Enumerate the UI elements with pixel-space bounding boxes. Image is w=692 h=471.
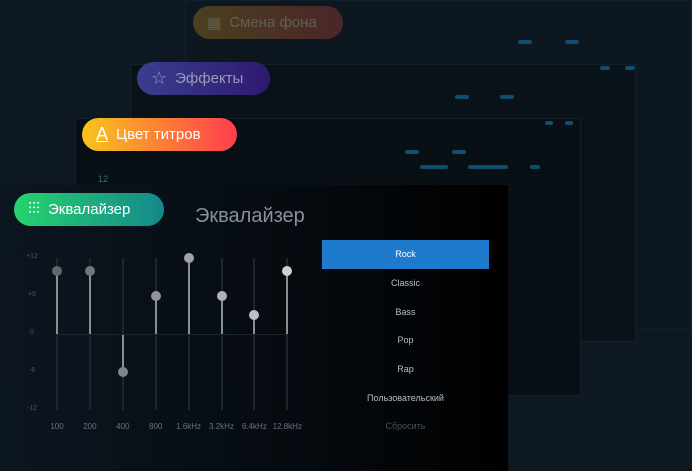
x-tick-label: 1.6kHz bbox=[176, 422, 202, 431]
timeline-mark bbox=[530, 165, 540, 169]
eq-band-knob[interactable] bbox=[150, 291, 161, 301]
change-background-label: Смена фона bbox=[229, 14, 317, 31]
preset-item[interactable]: Rap bbox=[397, 364, 414, 375]
text-color-icon: A bbox=[96, 124, 109, 144]
y-tick-label: 0 bbox=[30, 329, 34, 336]
equalizer-button[interactable]: ⫶⫶⫶ Эквалайзер bbox=[14, 193, 164, 226]
eq-band-level bbox=[154, 296, 157, 334]
x-tick-label: 6.4kHz bbox=[241, 422, 267, 431]
eq-band-level bbox=[121, 334, 124, 372]
x-tick-label: 100 bbox=[50, 422, 64, 431]
eq-band-track[interactable] bbox=[286, 258, 289, 410]
x-tick-label: 400 bbox=[116, 422, 130, 431]
eq-band-knob[interactable] bbox=[84, 265, 95, 276]
x-tick-label: 3.2kHz bbox=[209, 422, 234, 431]
eq-band-knob[interactable] bbox=[282, 265, 293, 276]
equalizer-sliders-icon: ⫶⫶⫶ bbox=[28, 200, 41, 218]
preset-list: Rock Classic Bass Pop Rap Пользовательский Сбр… bbox=[322, 240, 489, 441]
preset-item[interactable]: Bass bbox=[395, 306, 416, 317]
eq-band-level bbox=[88, 270, 91, 334]
eq-band-knob[interactable] bbox=[117, 367, 128, 377]
effects-label: Эффекты bbox=[175, 70, 244, 87]
timeline-mark bbox=[405, 150, 419, 154]
timeline-mark bbox=[455, 95, 469, 99]
y-tick-label: +6 bbox=[28, 291, 36, 298]
zero-line bbox=[57, 334, 287, 335]
eq-band-knob[interactable] bbox=[216, 291, 227, 301]
y-tick-label: -6 bbox=[28, 367, 36, 374]
x-tick-label: 800 bbox=[149, 422, 163, 431]
timeline-mark bbox=[420, 165, 448, 169]
timeline-mark bbox=[600, 66, 610, 70]
y-tick-label: -12 bbox=[26, 405, 38, 412]
timeline-mark bbox=[565, 40, 579, 44]
subtitle-color-button[interactable]: A Цвет титров bbox=[82, 118, 237, 151]
preset-item[interactable]: Classic bbox=[390, 278, 420, 289]
reset-button[interactable]: Сбросить bbox=[385, 421, 426, 432]
preset-item[interactable]: Pop bbox=[397, 335, 414, 346]
equalizer-title: Эквалайзер bbox=[195, 205, 305, 227]
preset-item[interactable]: Rock bbox=[322, 240, 489, 269]
x-tick-label: 12.8kHz bbox=[272, 422, 302, 431]
timeline-number: 12 bbox=[98, 174, 109, 184]
timeline-mark bbox=[565, 121, 573, 125]
timeline-mark bbox=[468, 165, 508, 169]
timeline-mark bbox=[452, 150, 466, 154]
eq-band-level bbox=[253, 315, 256, 334]
timeline-mark bbox=[518, 40, 532, 44]
preset-item[interactable]: Пользовательский bbox=[367, 392, 444, 403]
eq-band-level bbox=[286, 270, 289, 334]
eq-band-knob[interactable] bbox=[249, 310, 260, 320]
x-tick-label: 200 bbox=[83, 422, 97, 431]
timeline-mark bbox=[545, 121, 553, 125]
timeline-mark bbox=[625, 66, 635, 70]
equalizer-label: Эквалайзер bbox=[48, 201, 131, 218]
eq-band-knob[interactable] bbox=[52, 265, 62, 276]
eq-band-knob[interactable] bbox=[183, 253, 194, 263]
background-pattern-icon: ▦ bbox=[207, 14, 222, 32]
eq-band-level bbox=[187, 258, 190, 334]
eq-band-level bbox=[220, 296, 223, 334]
change-background-button[interactable]: ▦ Смена фона bbox=[193, 6, 343, 39]
timeline-mark bbox=[500, 95, 514, 99]
star-effects-icon: ☆ bbox=[151, 68, 168, 88]
subtitle-color-label: Цвет титров bbox=[116, 126, 201, 143]
y-tick-label: +12 bbox=[26, 253, 38, 260]
eq-band-level bbox=[56, 270, 58, 334]
effects-button[interactable]: ☆ Эффекты bbox=[137, 62, 270, 95]
